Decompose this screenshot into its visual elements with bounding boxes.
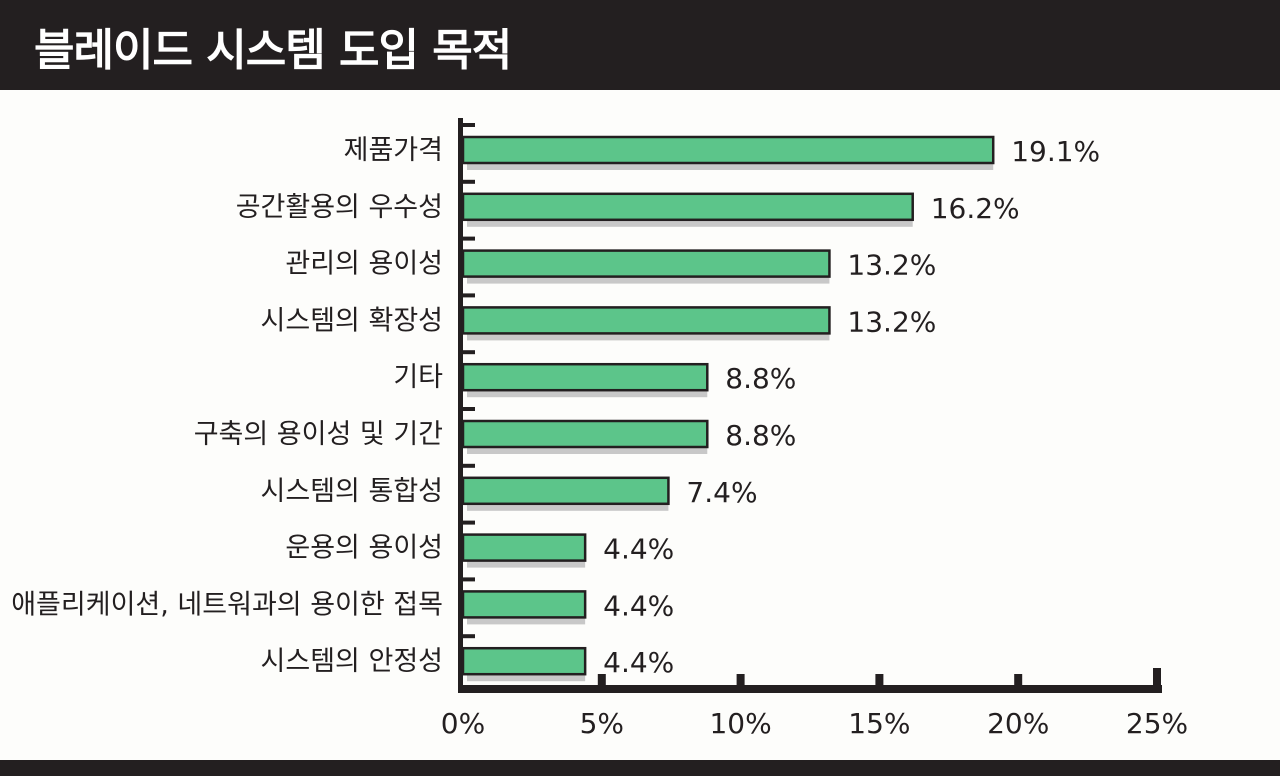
bar-shadow	[467, 390, 708, 398]
bar	[461, 533, 587, 562]
bar-shadow	[467, 617, 586, 625]
y-tick	[463, 236, 475, 241]
data-label: 4.4%	[603, 646, 674, 679]
y-tick	[463, 577, 475, 582]
x-tick-label: 25%	[1126, 707, 1188, 740]
bar	[461, 419, 709, 449]
category-label: 관리의 용이성	[285, 249, 443, 280]
category-label: 시스템의 확장성	[261, 305, 443, 336]
x-tick	[597, 674, 606, 688]
category-label: 시스템의 안정성	[261, 646, 443, 677]
bar	[461, 192, 914, 222]
y-tick	[463, 123, 475, 127]
data-label: 8.8%	[725, 362, 796, 395]
title-bar: 블레이드 시스템 도입 목적	[0, 0, 1280, 90]
bar	[461, 249, 831, 278]
bar-shadow	[467, 674, 586, 682]
chart-title: 블레이드 시스템 도입 목적	[34, 25, 512, 76]
category-label: 애플리케이션, 네트워과의 용이한 접목	[11, 589, 443, 620]
x-tick-label: 0%	[441, 707, 485, 740]
category-label: 기타	[393, 362, 443, 393]
category-label: 제품가격	[344, 135, 443, 166]
x-tick-label: 15%	[848, 707, 910, 740]
y-tick	[463, 520, 475, 525]
bar	[461, 362, 709, 392]
data-label: 7.4%	[686, 476, 757, 509]
y-tick	[463, 350, 475, 355]
x-tick-label: 10%	[709, 707, 771, 740]
data-label: 4.4%	[603, 533, 674, 566]
category-label: 시스템의 통합성	[261, 476, 443, 507]
x-tick	[736, 674, 745, 688]
y-axis	[458, 118, 463, 692]
y-tick	[463, 407, 475, 411]
y-tick	[463, 293, 475, 298]
y-tick	[463, 179, 475, 184]
y-tick	[463, 634, 475, 639]
bar	[461, 590, 587, 619]
x-tick	[1153, 668, 1161, 688]
x-tick-label: 20%	[987, 707, 1049, 740]
bar-shadow	[467, 560, 586, 568]
bar	[461, 135, 995, 165]
y-tick	[463, 463, 475, 468]
bar	[461, 476, 670, 506]
bar-shadow	[467, 503, 669, 511]
bar	[461, 646, 587, 676]
bottom-bar	[0, 760, 1280, 776]
bar-shadow	[467, 219, 913, 227]
x-axis	[458, 685, 1162, 693]
category-label: 운용의 용이성	[285, 533, 443, 564]
bar-shadow	[467, 276, 830, 284]
bar	[461, 306, 831, 335]
data-label: 4.4%	[603, 589, 674, 622]
data-label: 13.2%	[847, 305, 936, 338]
x-tick-label: 5%	[580, 707, 624, 740]
data-label: 19.1%	[1011, 135, 1100, 168]
data-label: 13.2%	[847, 249, 936, 282]
data-label: 16.2%	[931, 192, 1020, 225]
x-tick	[875, 674, 884, 688]
category-label: 구축의 용이성 및 기간	[194, 419, 443, 450]
bar-shadow	[467, 447, 708, 454]
x-tick	[1014, 674, 1023, 688]
bar-shadow	[467, 333, 830, 341]
category-label: 공간활용의 우수성	[236, 192, 443, 223]
bar-shadow	[467, 163, 994, 170]
data-label: 8.8%	[725, 419, 796, 452]
